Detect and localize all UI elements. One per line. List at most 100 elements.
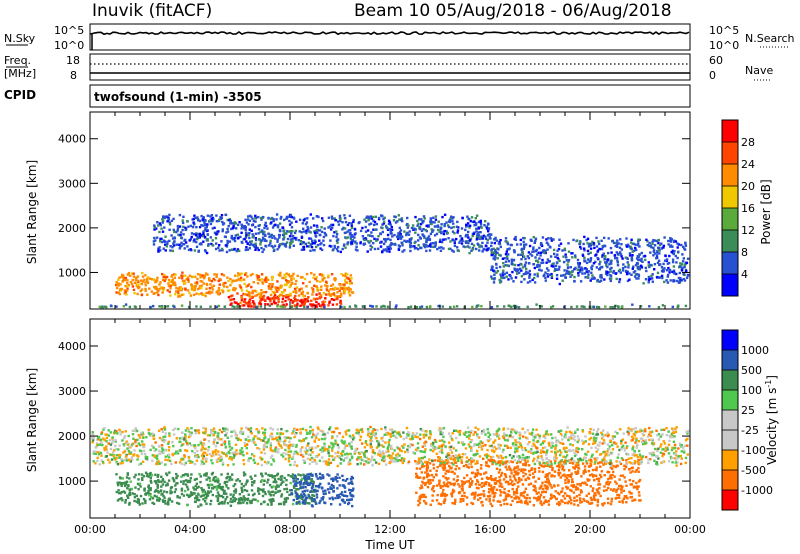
scatter-cell	[452, 478, 455, 481]
scatter-cell	[177, 502, 181, 505]
scatter-cell	[226, 276, 229, 279]
scatter-cell	[309, 213, 312, 216]
scatter-cell	[418, 501, 422, 505]
scatter-cell	[249, 240, 252, 243]
scatter-cell	[338, 214, 342, 218]
scatter-cell	[305, 285, 308, 288]
scatter-cell	[553, 470, 557, 473]
scatter-cell	[510, 262, 513, 266]
scatter-cell	[513, 466, 517, 469]
scatter-cell	[519, 499, 523, 503]
scatter-cell	[296, 302, 299, 305]
scatter-cell	[184, 489, 187, 493]
scatter-cell	[427, 224, 430, 227]
scatter-cell	[523, 237, 526, 240]
scatter-cell	[267, 473, 270, 477]
scatter-cell	[302, 241, 305, 244]
scatter-cell	[562, 260, 566, 264]
scatter-cell	[592, 475, 595, 478]
scatter-cell	[312, 303, 315, 307]
scatter-cell	[273, 449, 276, 453]
scatter-cell	[149, 471, 152, 475]
scatter-cell	[309, 226, 313, 229]
scatter-cell	[292, 244, 295, 247]
scatter-cell	[520, 269, 523, 272]
scatter-cell	[444, 476, 447, 480]
scatter-cell	[167, 217, 170, 221]
scatter-cell	[331, 226, 334, 229]
scatter-cell	[199, 273, 202, 277]
scatter-cell	[556, 465, 559, 468]
scatter-cell	[226, 472, 229, 476]
scatter-cell	[250, 477, 253, 481]
scatter-cell	[493, 238, 496, 241]
scatter-cell	[276, 472, 280, 475]
scatter-cell	[589, 279, 592, 282]
scatter-cell	[555, 439, 558, 442]
scatter-cell	[449, 217, 452, 220]
scatter-cell	[672, 440, 676, 443]
scatter-cell	[126, 472, 129, 475]
scatter-cell	[507, 278, 510, 281]
scatter-cell	[552, 248, 556, 252]
scatter-cell	[576, 487, 579, 490]
scatter-cell	[260, 239, 264, 242]
scatter-cell	[546, 275, 550, 278]
scatter-cell	[467, 230, 470, 234]
scatter-cell	[335, 233, 339, 236]
scatter-cell	[500, 474, 503, 477]
scatter-cell	[192, 293, 196, 297]
scatter-cell	[419, 222, 423, 226]
scatter-cell	[521, 266, 525, 269]
scatter-cell	[231, 500, 234, 504]
scatter-cell	[529, 253, 532, 256]
scatter-cell	[238, 284, 241, 287]
scatter-cell	[235, 479, 238, 482]
colorbar-swatch	[722, 274, 738, 296]
scatter-cell	[338, 476, 341, 479]
scatter-cell	[305, 272, 309, 276]
scatter-cell	[389, 238, 392, 242]
scatter-cell	[271, 226, 275, 229]
scatter-cell	[202, 282, 206, 285]
scatter-cell	[150, 473, 154, 477]
scatter-cell	[498, 468, 502, 472]
scatter-cell	[350, 480, 353, 484]
scatter-cell	[161, 492, 164, 495]
scatter-cell	[544, 271, 547, 274]
scatter-cell	[222, 282, 225, 285]
scatter-cell	[139, 485, 142, 488]
scatter-cell	[597, 462, 600, 465]
scatter-cell	[557, 247, 561, 251]
scatter-cell	[268, 492, 271, 495]
scatter-cell	[603, 278, 606, 281]
scatter-cell	[537, 477, 541, 480]
scatter-cell	[259, 302, 263, 306]
scatter-cell	[269, 435, 272, 438]
scatter-cell	[519, 253, 523, 256]
scatter-cell	[340, 491, 344, 494]
scatter-cell	[170, 219, 174, 222]
scatter-cell	[539, 502, 542, 505]
scatter-cell	[282, 233, 285, 237]
scatter-cell	[382, 217, 385, 221]
scatter-cell	[382, 459, 386, 463]
scatter-cell	[584, 267, 587, 270]
scatter-cell	[438, 230, 441, 233]
scatter-cell	[239, 497, 242, 500]
scatter-cell	[315, 485, 318, 488]
scatter-cell	[339, 299, 342, 303]
scatter-cell	[361, 226, 364, 230]
scatter-cell	[517, 496, 521, 500]
scatter-cell	[651, 273, 654, 276]
scatter-cell	[182, 243, 185, 246]
scatter-cell	[474, 472, 477, 475]
scatter-cell	[483, 453, 487, 457]
scatter-cell	[525, 267, 528, 270]
scatter-cell	[453, 472, 456, 475]
scatter-cell	[126, 273, 129, 276]
scatter-cell	[207, 476, 210, 479]
scatter-cell	[684, 444, 687, 447]
scatter-cell	[486, 495, 490, 498]
scatter-cell	[429, 245, 433, 248]
